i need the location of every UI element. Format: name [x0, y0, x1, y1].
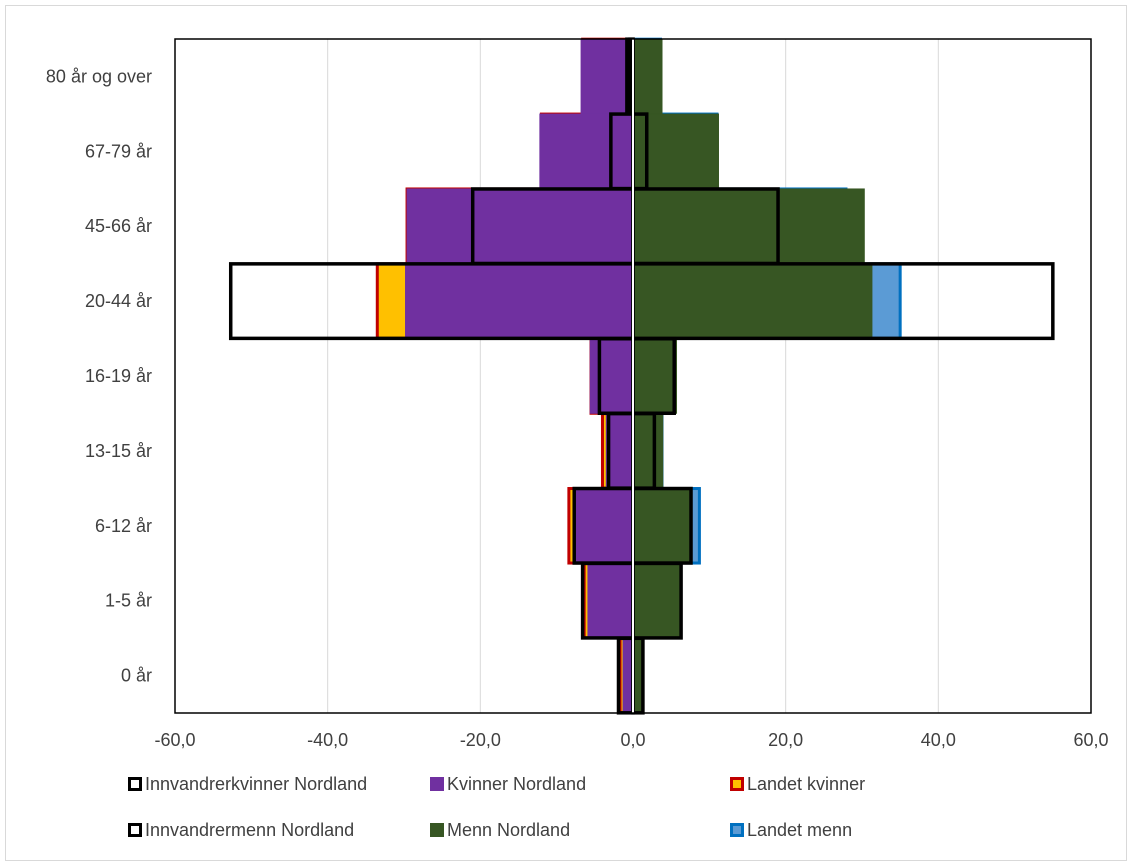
bar-kvinner-nordland: [405, 263, 634, 339]
bar-menn-nordland: [632, 188, 865, 264]
y-category-label: 45-66 år: [85, 216, 152, 236]
bar-menn-nordland: [632, 38, 663, 115]
y-category-label: 80 år og over: [46, 66, 152, 86]
y-category-label: 6-12 år: [95, 516, 152, 536]
y-category-label: 0 år: [121, 666, 152, 686]
x-tick-label: 60,0: [1073, 730, 1108, 750]
x-tick-label: -20,0: [460, 730, 501, 750]
y-category-label: 20-44 år: [85, 291, 152, 311]
x-tick-label: -60,0: [154, 730, 195, 750]
x-tick-label: -40,0: [307, 730, 348, 750]
y-category-label: 16-19 år: [85, 366, 152, 386]
bar-menn-nordland: [632, 338, 678, 414]
bar-kvinner-nordland: [587, 562, 634, 639]
bar-kvinner-nordland: [406, 188, 634, 264]
y-category-label: 13-15 år: [85, 441, 152, 461]
bar-menn-nordland: [632, 263, 873, 339]
x-tick-labels: -60,0 -40,0 -20,0 0,0 20,0 40,0 60,0: [154, 730, 1108, 750]
bar-kvinner-nordland: [589, 338, 634, 414]
bar-menn-nordland: [632, 413, 664, 489]
bar-kvinner-nordland: [580, 38, 634, 115]
bar-kvinner-nordland: [539, 113, 634, 190]
bars: [375, 37, 902, 715]
x-tick-label: 0,0: [620, 730, 645, 750]
bar-menn-nordland: [632, 488, 693, 564]
y-category-label: 67-79 år: [85, 141, 152, 161]
x-tick-label: 20,0: [768, 730, 803, 750]
bar-menn-nordland: [632, 562, 682, 639]
y-category-labels: 80 år og over 67-79 år 45-66 år 20-44 år 16-…: [46, 66, 152, 685]
plot-area-border: [174, 38, 1092, 714]
y-category-label: 1-5 år: [105, 591, 152, 611]
x-tick-label: 40,0: [921, 730, 956, 750]
bar-kvinner-nordland: [575, 488, 634, 564]
